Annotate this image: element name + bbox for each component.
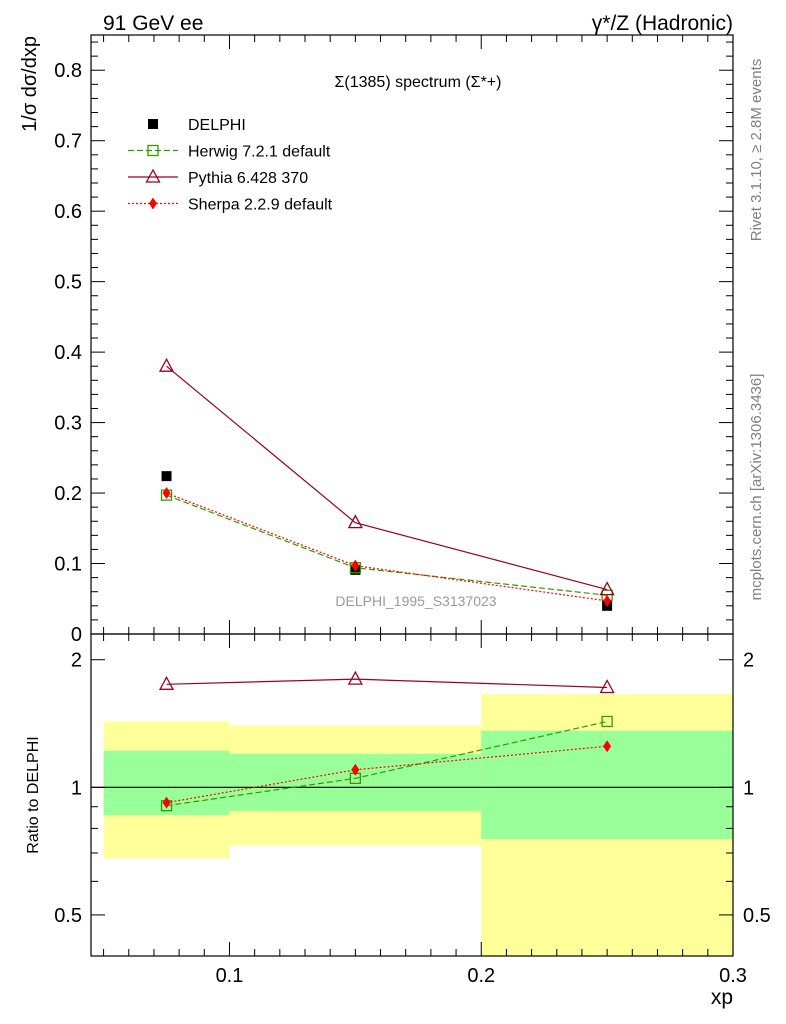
y-tick-label: 0.6	[54, 201, 82, 223]
ratio-pythia-point	[347, 670, 363, 685]
legend: DELPHI Herwig 7.2.1 default Pythia 6.428 3…	[128, 117, 333, 214]
ratio-plot-panel: 0.5 0.5 1 1 2 2 0.1 0.2 0.3 Ratio to DELPHI	[25, 633, 771, 987]
series-delphi-point	[161, 471, 172, 482]
legend-marker	[147, 144, 159, 157]
y-tick-label: 0.5	[54, 272, 82, 294]
main-plot-title: Σ(1385) spectrum (Σ*+)	[335, 74, 502, 91]
y-tick-label-right: 2	[743, 650, 754, 672]
series-herwig-line	[166, 494, 608, 596]
legend-label: Sherpa 2.2.9 default	[188, 197, 333, 214]
x-tick-label: 0.3	[719, 965, 747, 987]
rivet-version-label: Rivet 3.1.10, ≥ 2.8M events	[748, 59, 765, 242]
main-plot-marks: 0 0.1 0.2 0.3 0.4 0.5 0.6 0.7 0.8	[54, 34, 734, 646]
y-tick-label: 2	[71, 650, 82, 672]
series-pythia-line	[166, 365, 608, 591]
series-pythia-point	[347, 514, 363, 529]
y-tick-label: 0	[71, 624, 82, 646]
series-sherpa-point	[603, 594, 612, 607]
ratio-sherpa-line	[166, 745, 608, 804]
x-tick-label: 0.1	[216, 965, 244, 987]
ratio-plot-marks: 0.5 0.5 1 1 2 2 0.1 0.2 0.3	[54, 633, 771, 987]
ratio-sherpa-point	[351, 763, 360, 776]
legend-marker	[148, 119, 158, 129]
y-tick-label: 0.4	[54, 342, 82, 364]
series-sherpa-point	[351, 559, 360, 572]
main-plot-panel: 0 0.1 0.2 0.3 0.4 0.5 0.6 0.7 0.8 Σ(1385) spectr…	[19, 34, 734, 646]
y-tick-label: 0.5	[54, 905, 82, 927]
y-tick-label-right: 0.5	[743, 905, 771, 927]
legend-marker	[149, 197, 157, 210]
legend-label: DELPHI	[188, 117, 246, 134]
ratio-pythia-point	[158, 675, 175, 690]
legend-label: Herwig 7.2.1 default	[188, 144, 331, 161]
x-tick-label: 0.2	[467, 965, 495, 987]
ratio-sherpa-point	[603, 740, 612, 753]
header-right-label: γ*/Z (Hadronic)	[592, 12, 733, 35]
ratio-pythia-point	[599, 679, 615, 694]
y-tick-label: 1	[71, 777, 82, 799]
y-tick-label: 0.7	[54, 131, 82, 153]
ratio-y-axis-label: Ratio to DELPHI	[25, 736, 42, 853]
y-tick-label: 0.8	[54, 60, 82, 82]
legend-label: Pythia 6.428 370	[188, 170, 308, 187]
series-sherpa-line	[166, 492, 608, 602]
y-tick-label-right: 1	[743, 777, 754, 799]
series-sherpa-point	[162, 487, 171, 500]
series-pythia-point	[599, 581, 615, 596]
ratio-herwig-point	[601, 715, 613, 728]
ratio-plot-frame	[90, 633, 734, 957]
y-tick-label: 0.3	[54, 413, 82, 435]
y-tick-label: 0.2	[54, 483, 82, 505]
series-pythia-point	[158, 357, 175, 372]
ratio-sherpa-point	[162, 796, 171, 809]
ratio-herwig-line	[166, 720, 608, 807]
y-tick-label: 0.1	[54, 554, 82, 576]
mcplots-label: mcplots.cern.ch [arXiv:1306.3436]	[748, 374, 765, 601]
ratio-pythia-line	[166, 678, 608, 689]
uncertainty-band-inner	[229, 753, 482, 811]
x-axis-label: xp	[711, 986, 733, 1009]
analysis-watermark: DELPHI_1995_S3137023	[335, 593, 496, 609]
header-left-label: 91 GeV ee	[103, 12, 203, 35]
legend-marker	[145, 168, 161, 183]
main-y-axis-label: 1/σ dσ/dxp	[19, 36, 41, 132]
